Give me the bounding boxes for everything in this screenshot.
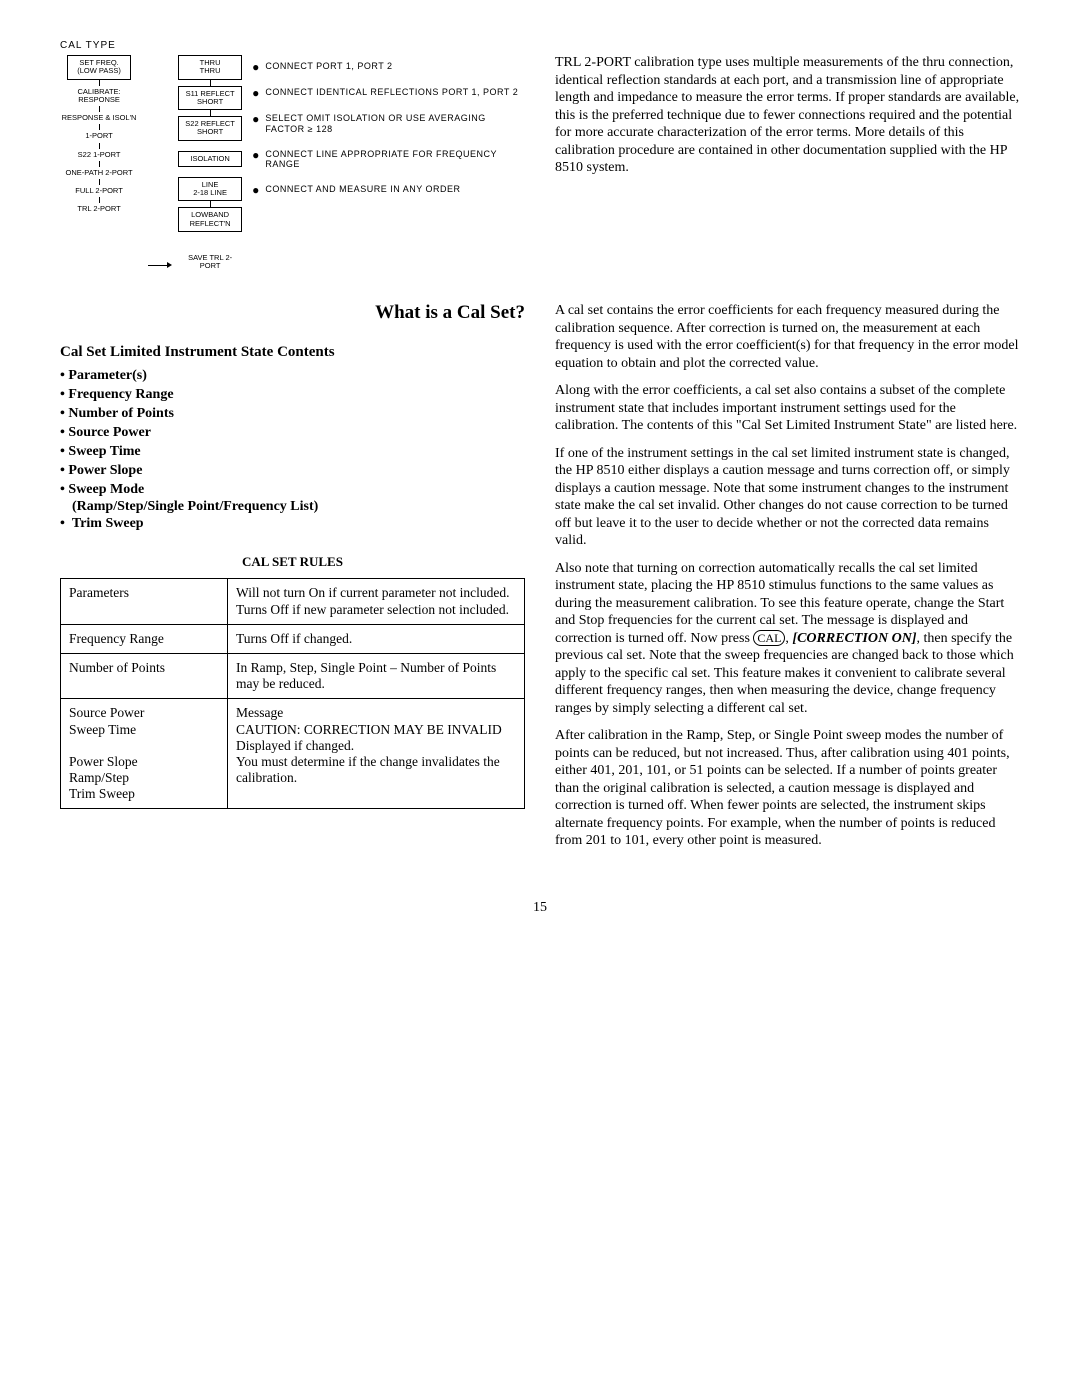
flow-box: SET FREQ. (LOW PASS) bbox=[67, 55, 131, 80]
table-cell: Turns Off if changed. bbox=[228, 624, 525, 653]
table-cell: Parameters bbox=[61, 579, 228, 624]
flow-box: ISOLATION bbox=[178, 151, 242, 167]
table-row: Parameters Will not turn On if current p… bbox=[61, 579, 525, 624]
bullet-icon: ● bbox=[252, 87, 259, 99]
right-column-bottom: A cal set contains the error coefficient… bbox=[555, 302, 1020, 860]
table-row: Source Power Sweep Time Power Slope Ramp… bbox=[61, 699, 525, 809]
flow-text: CALIBRATE: RESPONSE bbox=[60, 88, 138, 105]
table-row: Number of Points In Ramp, Step, Single P… bbox=[61, 653, 525, 698]
table-cell: Source Power Sweep Time Power Slope Ramp… bbox=[61, 699, 228, 809]
list-item: Sweep Time bbox=[60, 443, 525, 462]
list-item: Sweep Mode bbox=[60, 481, 525, 500]
bullet-icon: ● bbox=[252, 113, 259, 125]
flow-text: 1-PORT bbox=[85, 132, 112, 140]
annot-text: CONNECT AND MEASURE IN ANY ORDER bbox=[265, 184, 460, 195]
paragraph: A cal set contains the error coefficient… bbox=[555, 302, 1020, 372]
page-number: 15 bbox=[60, 900, 1020, 916]
flow-arrow bbox=[148, 259, 168, 268]
list-item: Number of Points bbox=[60, 405, 525, 424]
table-cell: Number of Points bbox=[61, 653, 228, 698]
flow-text: RESPONSE & ISOL'N bbox=[62, 114, 137, 122]
paragraph-with-key: Also note that turning on correction aut… bbox=[555, 560, 1020, 718]
flow-box: LINE 2-18 LINE bbox=[178, 177, 242, 202]
list-item: Frequency Range bbox=[60, 386, 525, 405]
section-title: What is a Cal Set? bbox=[60, 302, 525, 324]
table-title: CAL SET RULES bbox=[60, 554, 525, 570]
bullet-list: Parameter(s) Frequency Range Number of P… bbox=[60, 367, 525, 534]
bullet-icon: ● bbox=[252, 184, 259, 196]
list-item: Parameter(s) bbox=[60, 367, 525, 386]
table-row: Frequency Range Turns Off if changed. bbox=[61, 624, 525, 653]
list-subitem: (Ramp/Step/Single Point/Frequency List) bbox=[60, 499, 525, 515]
flow-mid-col: THRU THRU S11 REFLECT SHORT S22 REFLECT … bbox=[178, 55, 242, 272]
annot-text: SELECT OMIT ISOLATION OR USE AVERAGING F… bbox=[265, 113, 525, 135]
list-item: Source Power bbox=[60, 424, 525, 443]
list-item: Trim Sweep bbox=[60, 515, 525, 534]
table-cell: In Ramp, Step, Single Point – Number of … bbox=[228, 653, 525, 698]
flow-box: S22 REFLECT SHORT bbox=[178, 116, 242, 141]
flow-text: FULL 2-PORT bbox=[75, 187, 123, 195]
annot-text: CONNECT PORT 1, PORT 2 bbox=[265, 61, 392, 72]
cal-set-rules-table: Parameters Will not turn On if current p… bbox=[60, 578, 525, 809]
subsection-title: Cal Set Limited Instrument State Content… bbox=[60, 344, 525, 361]
flow-box: S11 REFLECT SHORT bbox=[178, 86, 242, 111]
left-column-bottom: What is a Cal Set? Cal Set Limited Instr… bbox=[60, 272, 525, 860]
paragraph: After calibration in the Ramp, Step, or … bbox=[555, 727, 1020, 850]
bullet-icon: ● bbox=[252, 149, 259, 161]
correction-on-emph: [CORRECTION ON] bbox=[792, 631, 916, 646]
trl-paragraph: TRL 2-PORT calibration type uses multipl… bbox=[555, 54, 1020, 177]
table-cell: Will not turn On if current parameter no… bbox=[228, 579, 525, 624]
cal-key-icon: CAL bbox=[753, 630, 785, 646]
cal-type-label: CAL TYPE bbox=[60, 40, 525, 51]
bullet-icon: ● bbox=[252, 61, 259, 73]
flow-text: TRL 2-PORT bbox=[77, 205, 120, 213]
flow-text: S22 1-PORT bbox=[78, 151, 121, 159]
flowchart-diagram: SET FREQ. (LOW PASS) CALIBRATE: RESPONSE… bbox=[60, 55, 525, 272]
list-item: Power Slope bbox=[60, 462, 525, 481]
list-item-text: Trim Sweep bbox=[72, 516, 144, 531]
right-column-top: TRL 2-PORT calibration type uses multipl… bbox=[555, 40, 1020, 272]
paragraph: If one of the instrument settings in the… bbox=[555, 445, 1020, 550]
table-cell: Message CAUTION: CORRECTION MAY BE INVAL… bbox=[228, 699, 525, 809]
annotations-col: ● CONNECT PORT 1, PORT 2 ● CONNECT IDENTIC… bbox=[252, 55, 525, 272]
flow-box: THRU THRU bbox=[178, 55, 242, 80]
flow-left-col: SET FREQ. (LOW PASS) CALIBRATE: RESPONSE… bbox=[60, 55, 138, 272]
annot-text: CONNECT LINE APPROPRIATE FOR FREQUENCY R… bbox=[265, 149, 525, 171]
left-column-top: CAL TYPE SET FREQ. (LOW PASS) CALIBRATE:… bbox=[60, 40, 525, 272]
paragraph: Along with the error coefficients, a cal… bbox=[555, 382, 1020, 435]
flow-box: LOWBAND REFLECT'N bbox=[178, 207, 242, 232]
flow-text: SAVE TRL 2-PORT bbox=[178, 254, 242, 271]
table-cell: Frequency Range bbox=[61, 624, 228, 653]
flow-text: ONE-PATH 2-PORT bbox=[66, 169, 133, 177]
annot-text: CONNECT IDENTICAL REFLECTIONS PORT 1, PO… bbox=[265, 87, 518, 98]
